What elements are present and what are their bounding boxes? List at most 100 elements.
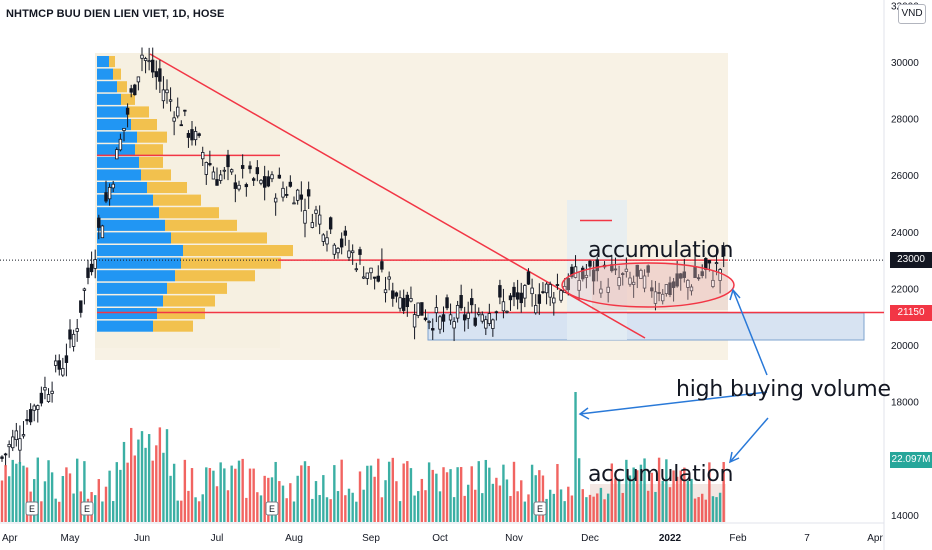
volume-bar-up <box>481 493 484 522</box>
volume-bar-up <box>534 475 537 522</box>
earnings-marker[interactable] <box>80 501 94 516</box>
price-tick-label: 18000 <box>891 398 919 409</box>
candle-body-down <box>459 295 463 309</box>
volume-profile-bar-buy <box>97 270 175 282</box>
candle-body-up <box>295 189 300 201</box>
time-tick-label: Jul <box>211 533 224 544</box>
volume-bar-down <box>683 467 686 522</box>
candle-body-up <box>484 319 488 329</box>
candle-body-down <box>671 281 676 288</box>
candle-body-down <box>470 298 474 306</box>
volume-profile-bar-buy <box>97 156 139 168</box>
volume-bar-down <box>263 475 266 522</box>
candle-body-up <box>711 279 715 287</box>
arrow-volume-spike <box>579 391 768 415</box>
price-tick-label: 14000 <box>891 511 919 522</box>
volume-bar-down <box>668 487 672 522</box>
volume-bar-up <box>628 475 632 522</box>
candle-body-down <box>343 230 348 236</box>
volume-bar-down <box>340 459 343 522</box>
volume-bar-down <box>722 462 725 522</box>
volume-profile-bar-sell <box>121 93 135 105</box>
volume-profile-bar-sell <box>135 144 163 156</box>
volume-bar-up <box>413 495 416 522</box>
candle-body-down <box>277 174 282 179</box>
candle-body-up <box>136 76 141 83</box>
price-label-current: 23000 <box>890 252 932 268</box>
volume-bar-down <box>679 470 682 522</box>
candle-body-up <box>201 152 205 160</box>
arrow-accumulation <box>732 289 768 376</box>
volume-profile-bar-buy <box>97 131 137 143</box>
volume-bar-up <box>545 498 548 522</box>
candle-body-down <box>89 263 94 273</box>
candle-body-down <box>240 165 245 169</box>
volume-bar-down <box>133 455 136 522</box>
time-tick-label: Feb <box>729 533 747 544</box>
volume-profile-bar-sell <box>109 56 115 68</box>
annotation-high-buying-volume[interactable]: high buying volume <box>676 377 891 402</box>
volume-bar-up <box>76 458 79 522</box>
candle-body-down <box>595 259 599 272</box>
volume-bar-up <box>11 459 14 522</box>
volume-bar-up <box>72 493 75 522</box>
volume-profile-bar-buy <box>97 169 141 181</box>
time-tick-label: May <box>61 533 80 544</box>
candle-body-up <box>409 298 413 302</box>
volume-bar-down <box>512 461 516 522</box>
volume-bar-up <box>147 434 151 522</box>
annotation-accumulation-bottom[interactable]: accumulation <box>588 462 734 487</box>
candle-body-down <box>97 217 101 228</box>
volume-bar-up <box>318 495 321 522</box>
candle-body-down <box>526 271 531 285</box>
earnings-marker-label: E <box>269 504 275 514</box>
candle-body-down <box>445 297 449 309</box>
volume-bar-down <box>241 458 244 522</box>
candle-body-down <box>588 260 592 267</box>
candle-body-down <box>591 269 596 282</box>
volume-bar-up <box>223 468 226 522</box>
volume-bar-down <box>130 427 133 522</box>
volume-bar-up <box>718 492 722 522</box>
earnings-marker[interactable] <box>533 501 547 516</box>
candle-body-up <box>107 186 112 200</box>
candle-body-up <box>664 284 669 295</box>
candle-body-down <box>266 176 271 187</box>
volume-bar-up <box>369 465 373 522</box>
earnings-marker[interactable] <box>25 501 39 516</box>
candle-body-up <box>347 250 351 258</box>
candle-body-down <box>646 265 650 273</box>
volume-bar-down <box>621 492 624 522</box>
volume-bar-up <box>94 495 97 522</box>
volume-bar-down <box>65 467 68 522</box>
candle-body-up <box>448 314 453 321</box>
volume-bar-up <box>355 501 358 522</box>
candle-body-up <box>193 131 198 141</box>
annotation-accumulation-top[interactable]: accumulation <box>588 238 734 263</box>
candle-body-down <box>494 311 499 314</box>
candle-body-up <box>18 438 22 451</box>
volume-profile-bar-sell <box>113 68 121 80</box>
volume-bar-down <box>527 494 530 522</box>
earnings-marker[interactable] <box>265 501 279 516</box>
candle-body-up <box>222 169 227 172</box>
symbol-title[interactable]: NHTMCP BUU DIEN LIEN VIET, 1D, HOSE <box>6 8 225 20</box>
volume-bar-up <box>259 495 263 522</box>
volume-bar-up <box>438 491 442 522</box>
candle-body-down <box>358 249 362 255</box>
volume-bar-down <box>463 495 466 522</box>
candle-body-down <box>25 419 29 422</box>
candle-body-up <box>599 288 603 294</box>
candle-body-up <box>387 276 391 280</box>
candle-body-down <box>515 292 520 300</box>
candle-body-up <box>383 289 388 294</box>
volume-bar-down <box>424 490 427 522</box>
candle-body-up <box>332 244 337 255</box>
volume-bar-down <box>420 478 424 522</box>
currency-badge[interactable]: VND <box>898 4 926 24</box>
candle-body-up <box>455 305 460 319</box>
volume-bar-up <box>715 497 718 522</box>
candle-body-down <box>679 273 683 279</box>
volume-bar-up <box>563 501 566 522</box>
